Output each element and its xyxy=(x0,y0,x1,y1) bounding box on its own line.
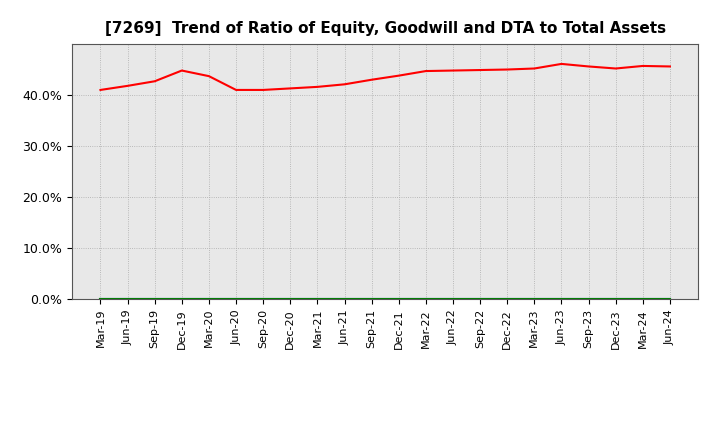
Deferred Tax Assets xyxy=(584,297,593,302)
Equity xyxy=(96,87,105,92)
Line: Equity: Equity xyxy=(101,64,670,90)
Goodwill xyxy=(286,297,294,302)
Deferred Tax Assets xyxy=(395,297,403,302)
Equity xyxy=(530,66,539,71)
Equity xyxy=(665,64,674,69)
Deferred Tax Assets xyxy=(449,297,457,302)
Deferred Tax Assets xyxy=(341,297,349,302)
Goodwill xyxy=(96,297,105,302)
Goodwill xyxy=(503,297,511,302)
Equity xyxy=(421,68,430,73)
Equity xyxy=(395,73,403,78)
Equity xyxy=(611,66,620,71)
Deferred Tax Assets xyxy=(421,297,430,302)
Goodwill xyxy=(611,297,620,302)
Deferred Tax Assets xyxy=(476,297,485,302)
Goodwill xyxy=(150,297,159,302)
Goodwill xyxy=(259,297,268,302)
Goodwill xyxy=(395,297,403,302)
Legend: Equity, Goodwill, Deferred Tax Assets: Equity, Goodwill, Deferred Tax Assets xyxy=(191,438,580,440)
Goodwill xyxy=(367,297,376,302)
Goodwill xyxy=(123,297,132,302)
Equity xyxy=(178,68,186,73)
Equity xyxy=(204,73,213,79)
Equity xyxy=(313,84,322,89)
Deferred Tax Assets xyxy=(204,297,213,302)
Deferred Tax Assets xyxy=(503,297,511,302)
Equity xyxy=(286,86,294,91)
Equity xyxy=(557,61,566,66)
Goodwill xyxy=(313,297,322,302)
Deferred Tax Assets xyxy=(259,297,268,302)
Goodwill xyxy=(639,297,647,302)
Equity xyxy=(503,67,511,72)
Deferred Tax Assets xyxy=(232,297,240,302)
Equity xyxy=(123,83,132,88)
Deferred Tax Assets xyxy=(96,297,105,302)
Deferred Tax Assets xyxy=(313,297,322,302)
Deferred Tax Assets xyxy=(639,297,647,302)
Goodwill xyxy=(421,297,430,302)
Equity xyxy=(476,67,485,73)
Goodwill xyxy=(530,297,539,302)
Deferred Tax Assets xyxy=(367,297,376,302)
Goodwill xyxy=(584,297,593,302)
Deferred Tax Assets xyxy=(611,297,620,302)
Equity xyxy=(367,77,376,82)
Equity xyxy=(449,68,457,73)
Goodwill xyxy=(449,297,457,302)
Title: [7269]  Trend of Ratio of Equity, Goodwill and DTA to Total Assets: [7269] Trend of Ratio of Equity, Goodwil… xyxy=(104,21,666,36)
Goodwill xyxy=(204,297,213,302)
Equity xyxy=(150,79,159,84)
Goodwill xyxy=(665,297,674,302)
Deferred Tax Assets xyxy=(530,297,539,302)
Equity xyxy=(259,87,268,92)
Equity xyxy=(341,82,349,87)
Equity xyxy=(639,63,647,69)
Goodwill xyxy=(178,297,186,302)
Equity xyxy=(232,87,240,92)
Equity xyxy=(584,64,593,69)
Goodwill xyxy=(557,297,566,302)
Deferred Tax Assets xyxy=(178,297,186,302)
Deferred Tax Assets xyxy=(557,297,566,302)
Deferred Tax Assets xyxy=(123,297,132,302)
Deferred Tax Assets xyxy=(150,297,159,302)
Deferred Tax Assets xyxy=(286,297,294,302)
Goodwill xyxy=(476,297,485,302)
Goodwill xyxy=(232,297,240,302)
Deferred Tax Assets xyxy=(665,297,674,302)
Goodwill xyxy=(341,297,349,302)
